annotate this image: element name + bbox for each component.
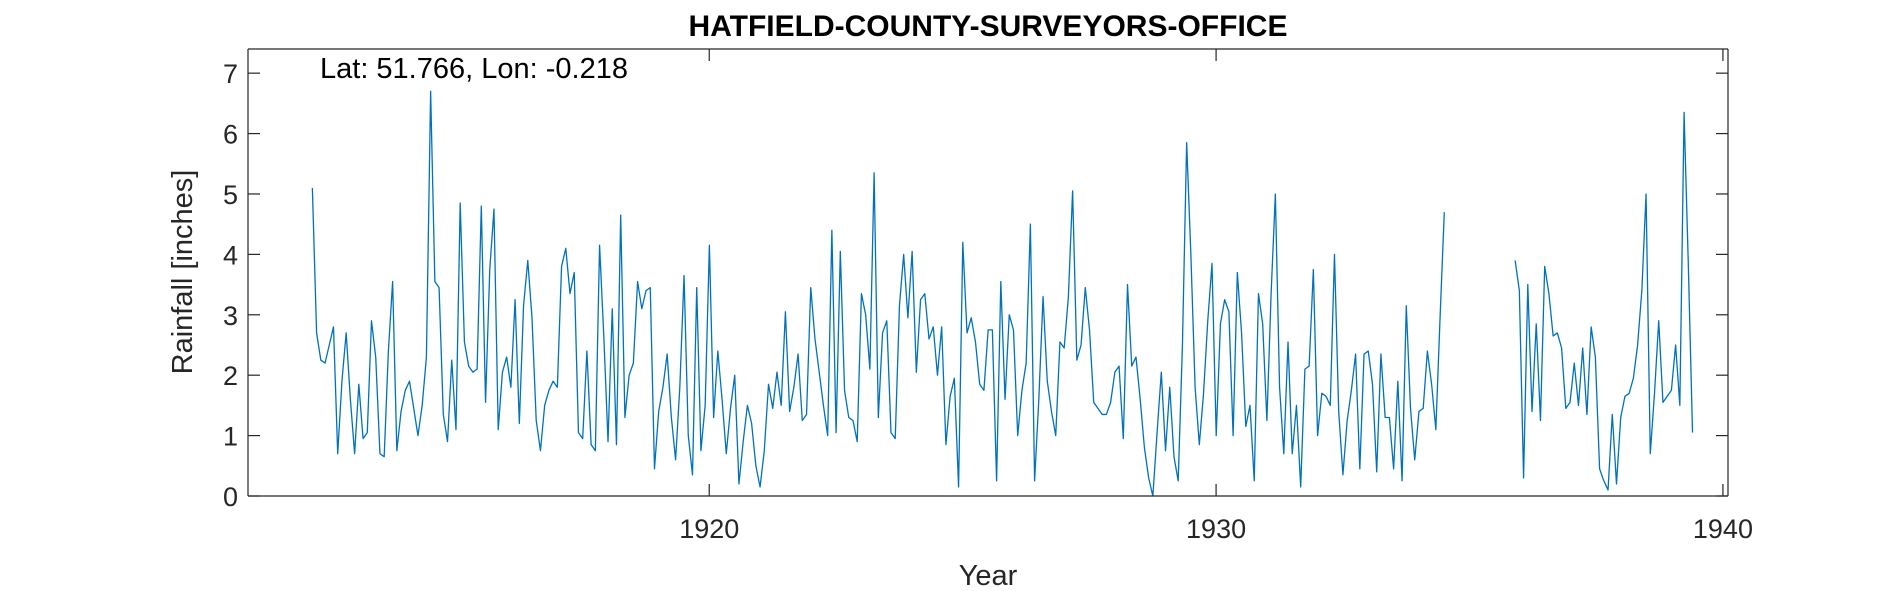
y-tick-label: 3 [223,301,238,331]
x-tick-label: 1940 [1693,514,1753,544]
rainfall-series-line-2 [1514,111,1694,491]
y-tick-label: 5 [223,180,238,210]
plot-frame [247,48,1729,497]
y-tick-label: 1 [223,422,238,452]
series-layer [311,90,1694,497]
x-tick-label: 1920 [679,514,739,544]
y-tick-label: 6 [223,120,238,150]
plot-area [248,49,1728,496]
y-tick-label: 7 [223,59,238,89]
x-axis-title: Year [959,560,1018,591]
location-annotation: Lat: 51.766, Lon: -0.218 [320,53,628,85]
x-tick-label: 1930 [1186,514,1246,544]
y-axis-title: Rainfall [inches] [167,170,199,375]
rainfall-series-line-1 [311,90,1445,497]
y-tick-label: 2 [223,361,238,391]
ticks-layer: 0 1 2 3 4 5 6 7 1920 1930 1940 [223,49,1753,544]
y-tick-label: 0 [223,482,238,512]
chart-title: HATFIELD-COUNTY-SURVEYORS-OFFICE [689,10,1288,43]
y-tick-label: 4 [223,240,238,270]
